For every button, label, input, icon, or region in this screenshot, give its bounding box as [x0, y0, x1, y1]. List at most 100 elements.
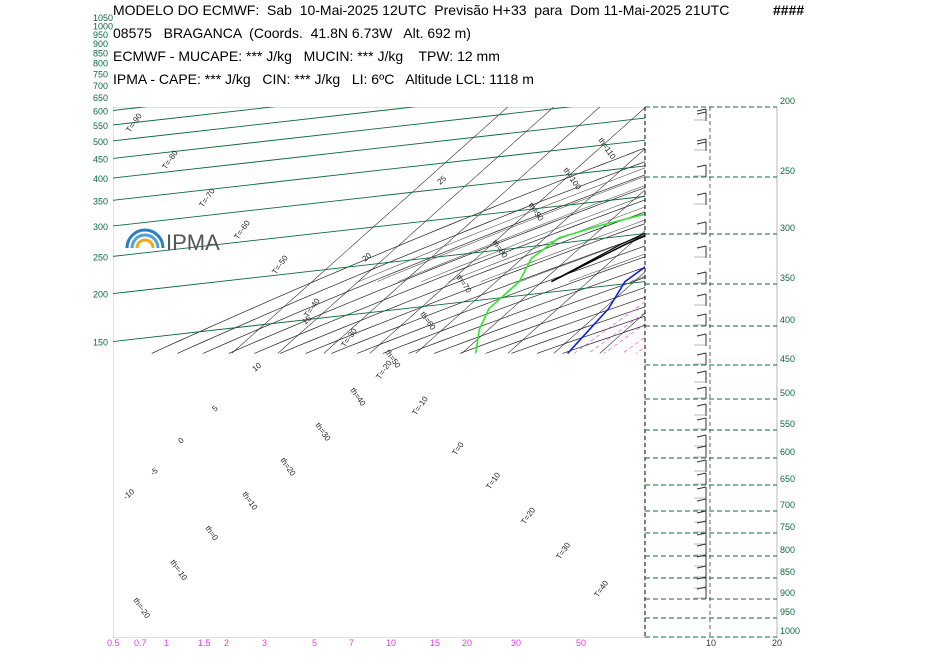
- pressure-tick-right: 450: [780, 354, 795, 364]
- wind-barb-flag: [696, 554, 707, 558]
- pressure-tick-left: 450: [93, 154, 108, 164]
- wind-barb-flag: [696, 417, 707, 421]
- mixing-ratio-line: [656, 5, 940, 353]
- mixing-ratio-tick: 50: [576, 638, 586, 648]
- logo-arc-inner: [135, 238, 155, 249]
- logo-text: IPMA: [166, 230, 220, 255]
- wind-barb-flag: [696, 586, 707, 590]
- isotherm-label: T=30: [554, 540, 572, 561]
- logo-arc-outer: [125, 228, 165, 249]
- moist-adiabat-line: [448, 206, 645, 282]
- dry-adiabat-label: th=60: [418, 310, 437, 332]
- pressure-tick-right: 200: [780, 96, 795, 106]
- isotherm-label: T=0: [450, 440, 466, 457]
- wind-barb-flag: [696, 565, 707, 569]
- dry-adiabat-line: [202, 174, 645, 354]
- mixing-ratio-line: [588, 312, 645, 354]
- isotherm-line: [738, 5, 940, 353]
- wind-barb-flag: [696, 403, 707, 407]
- dry-adiabat-label: th=110: [596, 136, 618, 161]
- pressure-tick-right: 950: [780, 607, 795, 617]
- mixing-ratio-line: [635, 346, 645, 354]
- wind-axis-tick: 20: [772, 638, 782, 648]
- isotherm-label: T=-60: [232, 218, 252, 241]
- dry-adiabat-label: th=70: [454, 273, 473, 295]
- wind-barb-flag: [696, 576, 707, 580]
- moist-adiabat-line: [630, 275, 645, 282]
- isotherm-line: [553, 271, 645, 354]
- axis-labels: 1502002503003504004505005506006507007508…: [93, 13, 618, 648]
- wind-barb-flag: [696, 138, 707, 142]
- mixing-ratio-tick: 0.7: [134, 638, 147, 648]
- mixing-ratio-line: [782, 5, 940, 353]
- isobar-line: [113, 107, 148, 111]
- dry-adiabat-label: th=30: [313, 421, 332, 443]
- isotherm-label: T=-50: [270, 253, 290, 276]
- pressure-tick-left: 200: [93, 290, 108, 300]
- isobar-line: [113, 0, 645, 34]
- isotherm-label: T=40: [592, 578, 610, 599]
- pressure-tick-left: 1000: [93, 21, 113, 31]
- mixing-ratio-line: [699, 5, 940, 353]
- dry-adiabat-label: th=40: [348, 386, 367, 408]
- moist-adiabat-label: 25: [436, 174, 449, 187]
- dry-adiabat-line: [331, 234, 645, 354]
- isotherm-line: [323, 107, 601, 354]
- pressure-tick-right: 700: [780, 500, 795, 510]
- mixing-ratio-tick: 30: [511, 638, 521, 648]
- isotherm-line: [277, 107, 555, 354]
- pressure-tick-left: 550: [93, 121, 108, 131]
- pressure-tick-right: 600: [780, 447, 795, 457]
- pressure-tick-right: 650: [780, 474, 795, 484]
- mixing-ratio-tick: 7: [349, 638, 354, 648]
- pressure-tick-left: 1050: [93, 13, 113, 23]
- pressure-tick-right: 350: [780, 273, 795, 283]
- wind-barb-flag: [696, 271, 707, 275]
- mixing-ratio-line: [758, 5, 940, 353]
- isotherm-line: [646, 5, 940, 353]
- pressure-tick-left: 850: [93, 48, 108, 58]
- pressure-tick-right: 900: [780, 588, 795, 598]
- isobar-line: [113, 195, 645, 257]
- pressure-tick-left: 950: [93, 30, 108, 40]
- wind-barb-flag: [696, 192, 707, 196]
- isotherm-line: [369, 107, 645, 354]
- wind-barb-flag: [696, 532, 707, 536]
- isobars: [113, 0, 645, 342]
- isobar-line: [113, 0, 645, 17]
- moist-adiabat-line: [397, 185, 645, 282]
- pressure-tick-right: 800: [780, 545, 795, 555]
- header-model-line: MODELO DO ECMWF: Sab 10-Mai-2025 12UTC P…: [113, 2, 730, 18]
- wind-barb-flag: [696, 434, 707, 438]
- isobar-line: [113, 281, 645, 342]
- moist-adiabat-line: [377, 176, 645, 282]
- mixing-ratio-line: [719, 5, 940, 353]
- dry-adiabat-label: th=10: [240, 490, 259, 512]
- isotherm-line: [415, 148, 645, 354]
- background-grid: [113, 5, 940, 638]
- isobar-line: [113, 165, 645, 227]
- pressure-tick-left: 500: [93, 137, 108, 147]
- mixing-ratio-tick: 2: [224, 638, 229, 648]
- wind-barb-flag: [696, 486, 707, 490]
- pressure-tick-left: 900: [93, 39, 108, 49]
- pressure-tick-right: 550: [780, 419, 795, 429]
- moist-adiabat-label: -10: [122, 487, 137, 502]
- mixing-ratio-line: [814, 5, 940, 353]
- wind-barb-flag: [696, 164, 707, 168]
- wind-barb-flag: [696, 293, 707, 297]
- pressure-tick-right: 1000: [780, 626, 800, 636]
- dry-adiabat-line: [177, 161, 645, 354]
- dry-adiabat-line: [279, 211, 645, 354]
- mixing-ratio-tick: 15: [430, 638, 440, 648]
- isobar-line: [113, 139, 645, 201]
- wind-barb-flag: [696, 498, 707, 502]
- parcel-profile-2: [551, 232, 645, 283]
- moist-adiabat-label: 5: [211, 403, 221, 413]
- header-ecmwf-line: ECMWF - MUCAPE: *** J/kg MUCIN: *** J/kg…: [113, 48, 500, 64]
- dry-adiabat-label: th=-20: [131, 596, 152, 620]
- dry-adiabat-line: [228, 187, 645, 354]
- isotherm-line: [507, 230, 645, 354]
- moist-adiabat-line: [358, 167, 645, 282]
- wind-barb-flag: [696, 221, 707, 225]
